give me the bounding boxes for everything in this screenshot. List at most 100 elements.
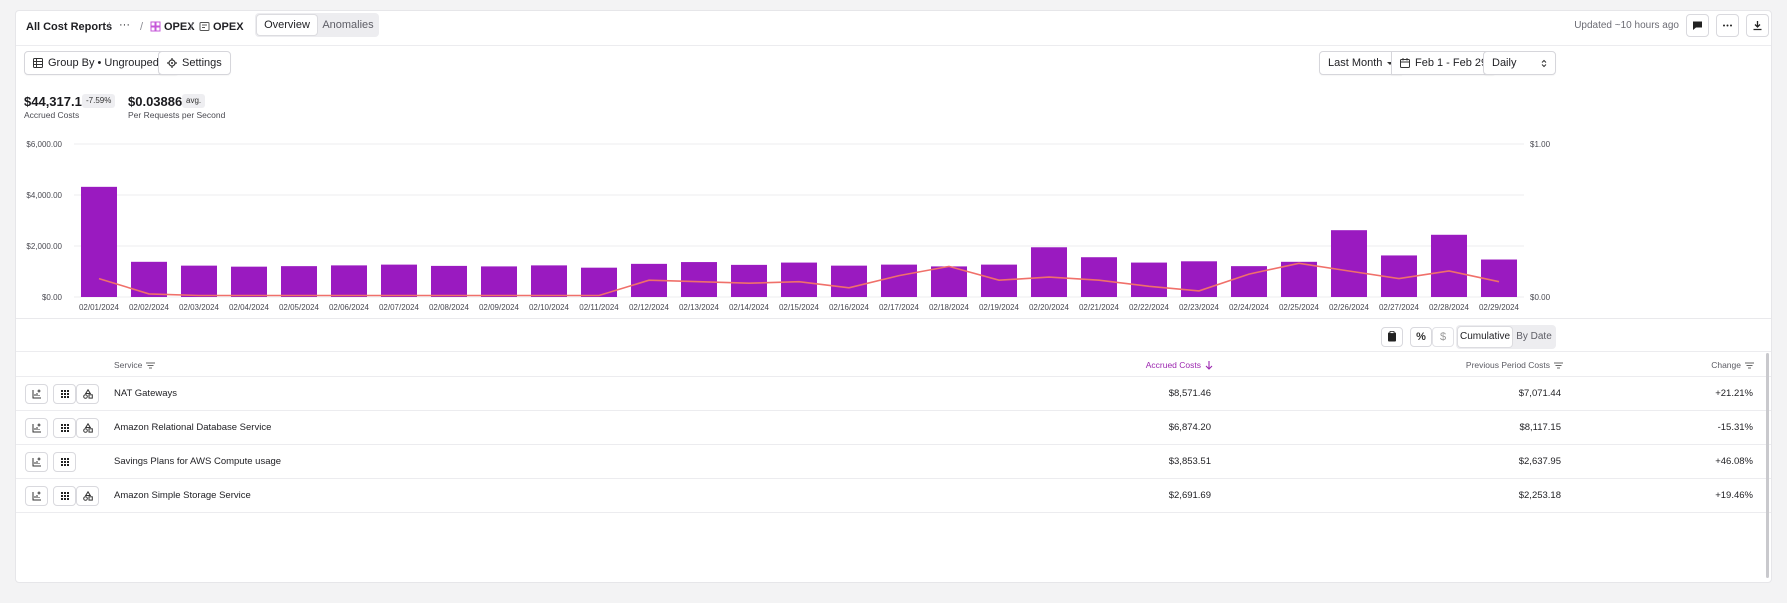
- comment-button[interactable]: [1686, 14, 1709, 37]
- breadcrumb-separator: /: [140, 21, 144, 33]
- x-tick-label: 02/12/2024: [629, 303, 670, 312]
- percent-toggle[interactable]: %: [1410, 327, 1432, 347]
- shapes-icon: [82, 423, 93, 433]
- accrued-cost: $8,571.46: [1168, 388, 1211, 399]
- resource-map-button[interactable]: [76, 418, 99, 438]
- breadcrumb-ellipsis[interactable]: ···: [119, 19, 130, 31]
- x-tick-label: 02/25/2024: [1279, 303, 1320, 312]
- bar: [231, 266, 267, 297]
- bar: [931, 266, 967, 297]
- column-previous-label: Previous Period Costs: [1465, 360, 1550, 370]
- x-tick-label: 02/13/2024: [679, 303, 720, 312]
- shapes-icon: [82, 389, 93, 399]
- breadcrumb-item-opex[interactable]: OPEX: [164, 21, 195, 33]
- accrued-costs-value: $44,317.16: [24, 94, 90, 109]
- column-service[interactable]: Service: [114, 360, 156, 370]
- date-range-picker[interactable]: Feb 1 - Feb 29: [1391, 51, 1497, 75]
- add-to-report-button[interactable]: [25, 384, 48, 404]
- table-icon: [33, 58, 43, 68]
- tab-overview[interactable]: Overview: [257, 15, 317, 35]
- bar: [1431, 234, 1467, 297]
- group-by-dropdown[interactable]: Group By • Ungrouped: [24, 51, 179, 75]
- add-to-report-button[interactable]: [25, 452, 48, 472]
- column-change[interactable]: Change: [1711, 360, 1754, 370]
- bar: [1481, 259, 1517, 297]
- table-scrollbar[interactable]: [1766, 353, 1769, 578]
- x-tick-label: 02/29/2024: [1479, 303, 1520, 312]
- table-row[interactable]: NAT Gateways $8,571.46 $7,071.44 +21.21%: [16, 377, 1771, 411]
- breadcrumb-separator: /: [107, 21, 111, 33]
- column-accrued-costs[interactable]: Accrued Costs: [1146, 360, 1213, 370]
- breakdown-button[interactable]: [53, 486, 76, 506]
- bar: [881, 264, 917, 297]
- resource-map-button[interactable]: [76, 384, 99, 404]
- bar: [581, 267, 617, 297]
- chart-add-icon: [32, 423, 41, 433]
- y-tick-label-left: $0.00: [42, 293, 63, 302]
- comment-icon: [1693, 21, 1702, 30]
- granularity-select[interactable]: Daily: [1483, 51, 1556, 75]
- cost-chart: $6,000.00 $4,000.00 $2,000.00 $0.00 $1.00 $0.…: [26, 140, 1550, 312]
- grid-dots-icon: [60, 424, 69, 432]
- accrued-cost: $3,853.51: [1168, 456, 1211, 467]
- column-previous-period[interactable]: Previous Period Costs: [1466, 360, 1563, 370]
- breakdown-button[interactable]: [53, 452, 76, 472]
- x-tick-label: 02/14/2024: [729, 303, 770, 312]
- chevron-down-icon: [1387, 61, 1394, 65]
- x-tick-label: 02/20/2024: [1029, 303, 1070, 312]
- bar: [281, 266, 317, 297]
- x-tick-label: 02/23/2024: [1179, 303, 1220, 312]
- table-row[interactable]: Amazon Relational Database Service $6,87…: [16, 411, 1771, 445]
- bar: [431, 265, 467, 297]
- clipboard-icon: [1388, 331, 1396, 342]
- bar: [1031, 247, 1067, 297]
- resource-map-button[interactable]: [76, 486, 99, 506]
- x-tick-label: 02/01/2024: [79, 303, 120, 312]
- service-name: Amazon Simple Storage Service: [114, 490, 251, 501]
- more-options-button[interactable]: [1716, 14, 1739, 37]
- bar: [81, 186, 117, 297]
- service-name: Amazon Relational Database Service: [114, 422, 272, 433]
- chart-add-icon: [32, 491, 41, 501]
- top-bar: All Cost Reports / ··· / OPEX / OPEX Ove…: [16, 11, 1771, 46]
- grid-dots-icon: [60, 492, 69, 500]
- x-tick-label: 02/27/2024: [1379, 303, 1420, 312]
- x-tick-label: 02/28/2024: [1429, 303, 1470, 312]
- bar: [1131, 262, 1167, 297]
- x-tick-label: 02/21/2024: [1079, 303, 1120, 312]
- breakdown-button[interactable]: [53, 418, 76, 438]
- calendar-icon: [1400, 58, 1410, 68]
- add-to-report-button[interactable]: [25, 418, 48, 438]
- download-button[interactable]: [1746, 14, 1769, 37]
- per-request-badge: avg.: [182, 94, 206, 108]
- tab-cumulative[interactable]: Cumulative: [1458, 327, 1512, 347]
- report-icon: [199, 22, 210, 31]
- date-range-label: Feb 1 - Feb 29: [1415, 57, 1488, 69]
- previous-cost: $7,071.44: [1518, 388, 1561, 399]
- column-service-label: Service: [114, 360, 143, 370]
- column-change-label: Change: [1711, 360, 1741, 370]
- dollar-toggle[interactable]: $: [1432, 327, 1454, 347]
- accrued-change-badge: -7.59%: [82, 94, 116, 108]
- bar: [531, 265, 567, 297]
- per-request-label: Per Requests per Second: [128, 110, 226, 120]
- tab-anomalies[interactable]: Anomalies: [322, 19, 374, 31]
- breakdown-button[interactable]: [53, 384, 76, 404]
- range-preset-label: Last Month: [1328, 57, 1383, 69]
- accrued-cost: $2,691.69: [1168, 490, 1211, 501]
- bar: [331, 265, 367, 297]
- settings-button[interactable]: Settings: [158, 51, 231, 75]
- accrued-cost: $6,874.20: [1168, 422, 1211, 433]
- grid-icon: [150, 21, 161, 32]
- table-row[interactable]: Savings Plans for AWS Compute usage $3,8…: [16, 445, 1771, 479]
- y-tick-label-left: $4,000.00: [26, 191, 62, 200]
- export-csv-button[interactable]: [1381, 327, 1403, 347]
- add-to-report-button[interactable]: [25, 486, 48, 506]
- breadcrumb-root[interactable]: All Cost Reports: [26, 21, 113, 33]
- x-tick-label: 02/09/2024: [479, 303, 520, 312]
- table-row[interactable]: Amazon Simple Storage Service $2,691.69 …: [16, 479, 1771, 513]
- x-tick-label: 02/05/2024: [279, 303, 320, 312]
- range-preset-dropdown[interactable]: Last Month: [1319, 51, 1403, 75]
- x-tick-label: 02/26/2024: [1329, 303, 1370, 312]
- tab-by-date[interactable]: By Date: [1516, 331, 1552, 342]
